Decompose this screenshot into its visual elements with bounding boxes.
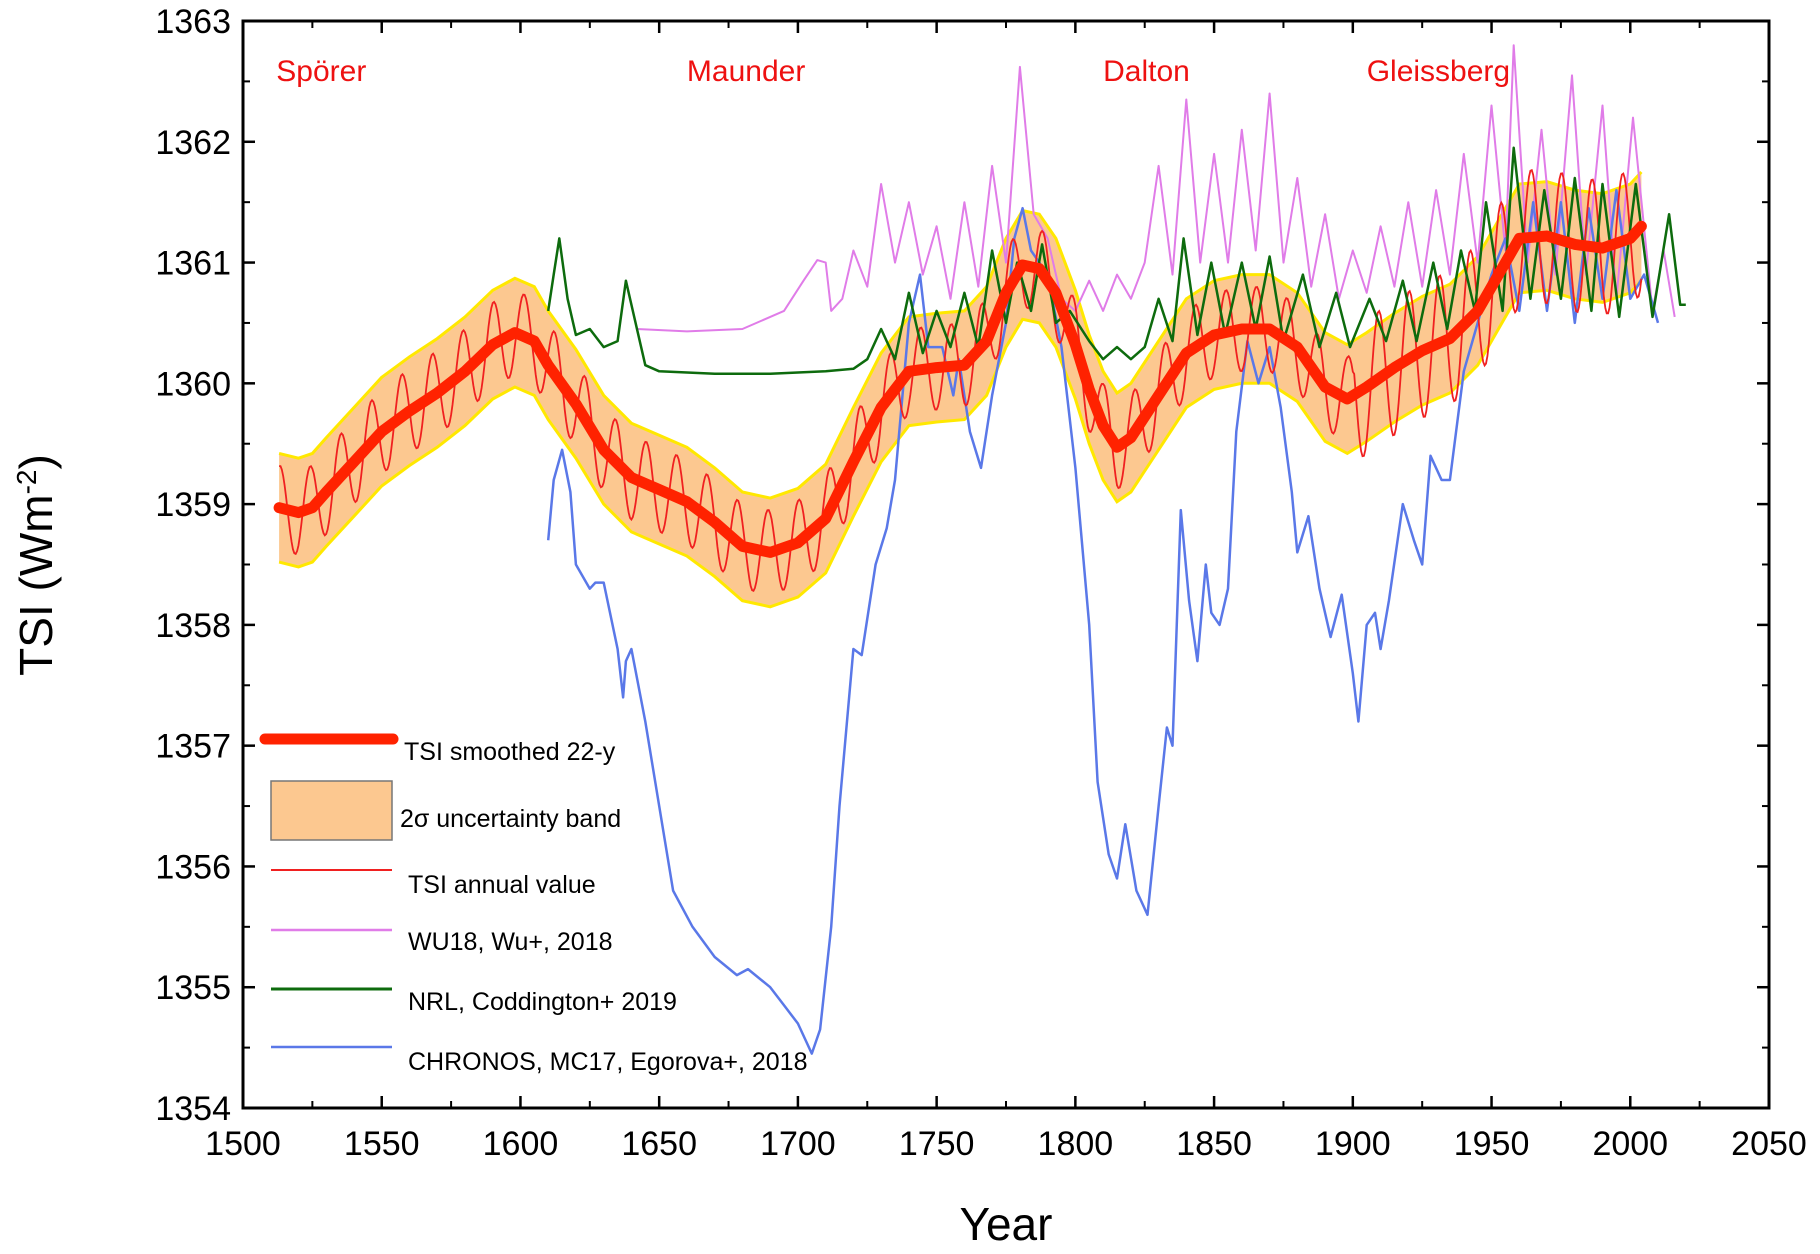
period-label: Gleissberg: [1367, 55, 1510, 88]
y-tick-label: 1358: [155, 607, 231, 645]
series-wu18: [636, 44, 1676, 333]
y-tick-label: 1362: [155, 124, 231, 162]
y-tick-label: 1363: [155, 3, 231, 41]
y-tick-label: 1354: [155, 1090, 231, 1128]
period-label: Spörer: [276, 55, 366, 88]
x-tick-label: 1900: [1315, 1125, 1391, 1163]
legend-label-annual: TSI annual value: [408, 871, 596, 899]
x-tick-label: 1500: [205, 1125, 281, 1163]
legend-label-chronos: CHRONOS, MC17, Egorova+, 2018: [408, 1048, 807, 1076]
plot-area: [273, 44, 1686, 1055]
series-annual: [279, 168, 1643, 592]
legend-label-wu18: WU18, Wu+, 2018: [408, 928, 613, 956]
series-chronos: [546, 188, 1660, 1055]
x-tick-label: 1550: [344, 1125, 420, 1163]
period-labels: Spörer Maunder Dalton Gleissberg: [276, 55, 1510, 88]
legend-label-nrl: NRL, Coddington+ 2019: [408, 988, 677, 1016]
period-label: Maunder: [687, 55, 805, 88]
period-label: Dalton: [1103, 55, 1190, 88]
legend-swatch-band: [270, 780, 393, 841]
y-tick-label: 1357: [155, 728, 231, 766]
y-axis-title-end: ): [10, 454, 62, 469]
x-tick-label: 1750: [899, 1125, 975, 1163]
y-tick-label: 1356: [155, 848, 231, 886]
x-tick-label: 1700: [760, 1125, 836, 1163]
axis-ticks: 1500 1550 1600 1650 1700 1750 1800 1850 1900 1950…: [155, 3, 1806, 1163]
y-axis-title: TSI (Wm-2): [10, 454, 62, 676]
legend-label-smoothed: TSI smoothed 22-y: [404, 738, 616, 766]
y-axis-title-superscript: -2: [11, 470, 42, 495]
uncertainty-band: [279, 172, 1642, 607]
x-tick-label: 1650: [621, 1125, 697, 1163]
x-tick-label: 1800: [1038, 1125, 1114, 1163]
series-smoothed: [273, 220, 1647, 558]
x-tick-label: 2000: [1592, 1125, 1668, 1163]
x-tick-label: 1950: [1454, 1125, 1530, 1163]
x-tick-label: 1600: [483, 1125, 559, 1163]
series-nrl: [546, 146, 1686, 375]
y-axis-title-base: TSI (Wm: [10, 494, 62, 675]
x-tick-label: 2050: [1731, 1125, 1807, 1163]
y-tick-label: 1360: [155, 365, 231, 403]
legend: TSI smoothed 22-y 2σ uncertainty band TS…: [259, 733, 807, 1076]
y-tick-label: 1355: [155, 969, 231, 1007]
y-tick-label: 1361: [155, 245, 231, 283]
y-tick-label: 1359: [155, 486, 231, 524]
x-axis-title: Year: [960, 1198, 1053, 1250]
x-tick-label: 1850: [1176, 1125, 1252, 1163]
legend-label-band: 2σ uncertainty band: [400, 805, 621, 833]
